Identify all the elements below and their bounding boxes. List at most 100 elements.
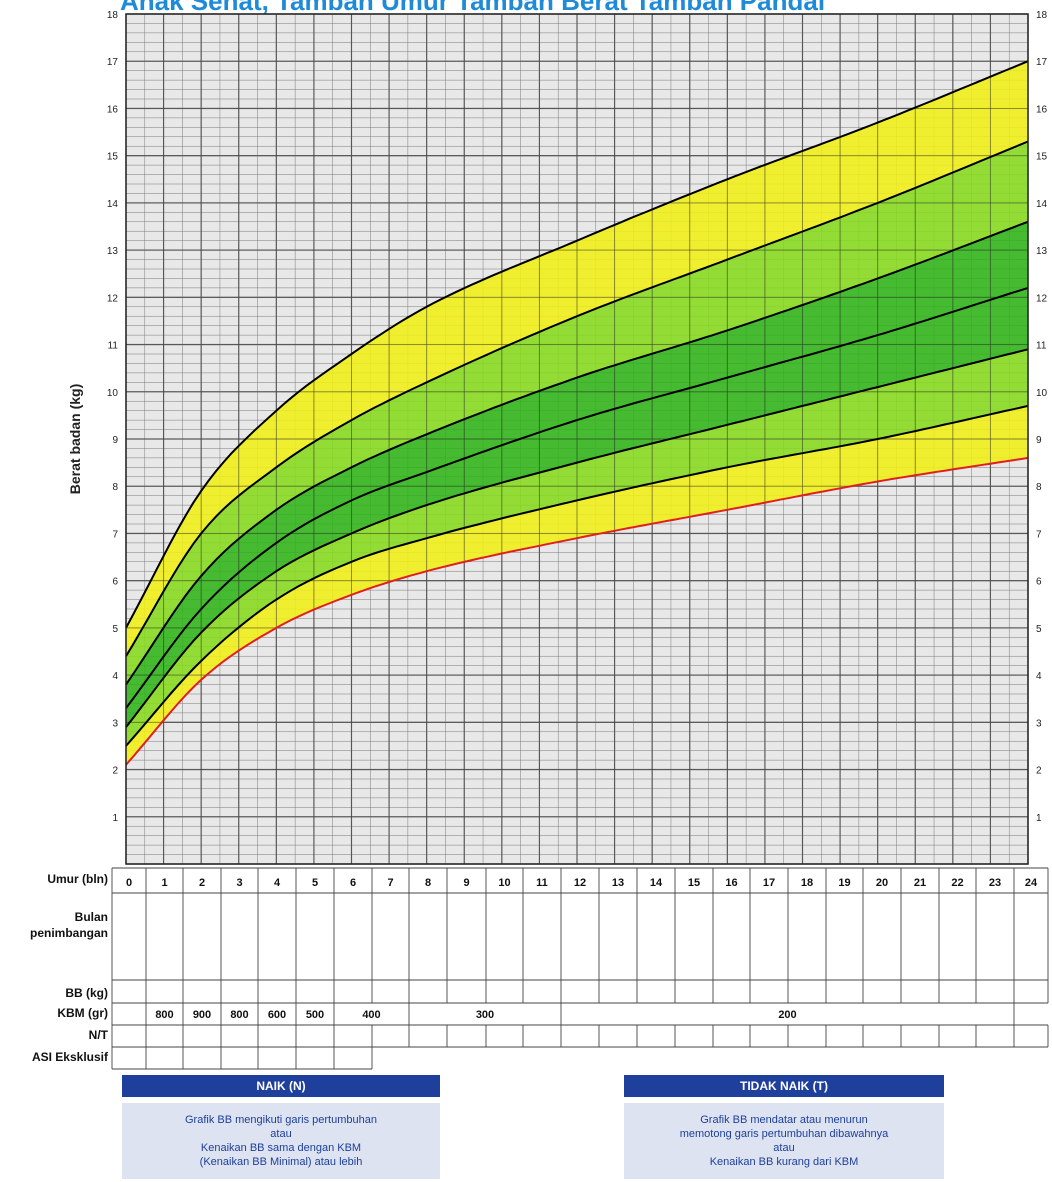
y-tick-label-right: 11 bbox=[1036, 341, 1047, 352]
y-tick-label-left: 18 bbox=[107, 10, 119, 21]
y-axis-label: Berat badan (kg) bbox=[67, 384, 83, 494]
umur-cell: 12 bbox=[574, 877, 586, 889]
kbm-cell: 800 bbox=[155, 1009, 173, 1021]
naik-line-4: (Kenaikan BB Minimal) atau lebih bbox=[199, 1156, 363, 1168]
tidak-naik-line-1: Grafik BB mendatar atau menurun bbox=[700, 1114, 868, 1126]
y-tick-label-left: 15 bbox=[107, 152, 119, 163]
y-tick-label-right: 15 bbox=[1036, 152, 1048, 163]
y-tick-label-right: 9 bbox=[1036, 435, 1042, 446]
naik-panel-body: Grafik BB mengikuti garis pertumbuhan at… bbox=[122, 1103, 440, 1179]
umur-cell: 16 bbox=[725, 877, 737, 889]
growth-curve-3 bbox=[125, 348, 1029, 728]
growth-curve-5 bbox=[125, 220, 1029, 686]
umur-cell: 5 bbox=[312, 877, 318, 889]
kbm-cell: 400 bbox=[362, 1009, 380, 1021]
growth-curve-4 bbox=[125, 286, 1029, 709]
y-tick-label-left: 13 bbox=[107, 246, 119, 257]
naik-panel-title: NAIK (N) bbox=[122, 1075, 440, 1097]
y-tick-label-left: 8 bbox=[112, 482, 118, 493]
umur-cell: 7 bbox=[387, 877, 393, 889]
kbm-cell: 600 bbox=[268, 1009, 286, 1021]
tidak-naik-line-3: atau bbox=[773, 1142, 795, 1154]
umur-cell: 20 bbox=[876, 877, 888, 889]
umur-cell: 18 bbox=[801, 877, 813, 889]
y-tick-label-left: 11 bbox=[108, 341, 119, 352]
table-grid bbox=[111, 867, 1049, 1070]
growth-curve-1 bbox=[125, 456, 1029, 766]
row-label-penimbangan: penimbangan bbox=[29, 926, 108, 940]
y-tick-label-right: 4 bbox=[1036, 671, 1042, 682]
umur-cell: 19 bbox=[838, 877, 850, 889]
umur-cell: 1 bbox=[161, 877, 167, 889]
kbm-cell: 500 bbox=[306, 1009, 324, 1021]
growth-curve-2 bbox=[125, 404, 1029, 747]
kbm-cell: 300 bbox=[476, 1009, 494, 1021]
y-tick-label-right: 5 bbox=[1036, 624, 1042, 635]
tidak-naik-panel-title: TIDAK NAIK (T) bbox=[624, 1075, 944, 1097]
row-label-bulan: Bulan bbox=[74, 910, 108, 924]
y-tick-label-right: 7 bbox=[1036, 529, 1042, 540]
tidak-naik-line-2: memotong garis pertumbuhan dibawahnya bbox=[679, 1128, 889, 1140]
umur-cell: 2 bbox=[199, 877, 205, 889]
umur-cell: 21 bbox=[914, 877, 926, 889]
y-tick-label-right: 6 bbox=[1036, 577, 1042, 588]
y-tick-label-right: 10 bbox=[1036, 388, 1048, 399]
y-tick-label-left: 6 bbox=[112, 577, 118, 588]
y-tick-label-left: 3 bbox=[112, 718, 118, 729]
row-label-bb: BB (kg) bbox=[65, 986, 108, 1000]
growth-band-1 bbox=[126, 405, 1028, 765]
y-tick-label-left: 10 bbox=[107, 388, 119, 399]
umur-cell: 22 bbox=[951, 877, 963, 889]
plot-border bbox=[125, 13, 1029, 865]
umur-cell: 4 bbox=[274, 877, 281, 889]
umur-cell: 17 bbox=[763, 877, 775, 889]
kbm-cell: 200 bbox=[778, 1009, 796, 1021]
growth-curve-7 bbox=[125, 60, 1029, 629]
y-tick-label-left: 16 bbox=[107, 104, 119, 115]
naik-line-1: Grafik BB mengikuti garis pertumbuhan bbox=[185, 1114, 377, 1126]
y-tick-label-right: 12 bbox=[1036, 293, 1048, 304]
y-tick-label-right: 18 bbox=[1036, 10, 1048, 21]
y-tick-label-right: 17 bbox=[1036, 57, 1048, 68]
naik-line-2: atau bbox=[270, 1128, 292, 1140]
growth-curve-6 bbox=[125, 140, 1029, 657]
y-tick-label-right: 14 bbox=[1036, 199, 1048, 210]
umur-cell: 24 bbox=[1025, 877, 1038, 889]
y-tick-label-left: 1 bbox=[112, 813, 118, 824]
y-tick-label-right: 16 bbox=[1036, 104, 1048, 115]
umur-cell: 13 bbox=[612, 877, 624, 889]
y-tick-label-left: 12 bbox=[107, 293, 119, 304]
umur-cell: 8 bbox=[425, 877, 431, 889]
y-tick-label-right: 13 bbox=[1036, 246, 1048, 257]
umur-cell: 14 bbox=[650, 877, 663, 889]
y-tick-label-left: 4 bbox=[112, 671, 118, 682]
row-label-nt: N/T bbox=[88, 1028, 108, 1042]
y-tick-label-left: 14 bbox=[107, 199, 119, 210]
umur-cell: 23 bbox=[989, 877, 1001, 889]
naik-line-3: Kenaikan BB sama dengan KBM bbox=[200, 1142, 362, 1154]
kbm-cell: 900 bbox=[193, 1009, 211, 1021]
y-tick-label-left: 17 bbox=[107, 57, 119, 68]
umur-cell: 6 bbox=[350, 877, 356, 889]
row-label-asi: ASI Eksklusif bbox=[31, 1050, 108, 1064]
umur-cell: 9 bbox=[463, 877, 469, 889]
kbm-cell: 800 bbox=[230, 1009, 248, 1021]
tidak-naik-panel-body: Grafik BB mendatar atau menurun memotong… bbox=[624, 1103, 944, 1179]
chart-title: Anak Sehat, Tambah Umur Tambah Berat Tam… bbox=[120, 0, 826, 16]
row-label-umur: Umur (bln) bbox=[47, 872, 108, 886]
y-tick-label-right: 2 bbox=[1036, 766, 1042, 777]
y-tick-label-right: 3 bbox=[1036, 718, 1042, 729]
umur-cell: 11 bbox=[536, 877, 548, 889]
y-tick-label-left: 5 bbox=[112, 624, 118, 635]
y-tick-label-left: 7 bbox=[112, 529, 118, 540]
umur-cell: 10 bbox=[498, 877, 510, 889]
tidak-naik-line-4: Kenaikan BB kurang dari KBM bbox=[709, 1156, 859, 1168]
umur-cell: 3 bbox=[236, 877, 242, 889]
y-tick-label-left: 2 bbox=[112, 766, 118, 777]
y-tick-label-right: 1 bbox=[1036, 813, 1042, 824]
row-label-kbm: KBM (gr) bbox=[57, 1006, 108, 1020]
umur-cell: 15 bbox=[688, 877, 700, 889]
umur-cell: 0 bbox=[126, 877, 132, 889]
